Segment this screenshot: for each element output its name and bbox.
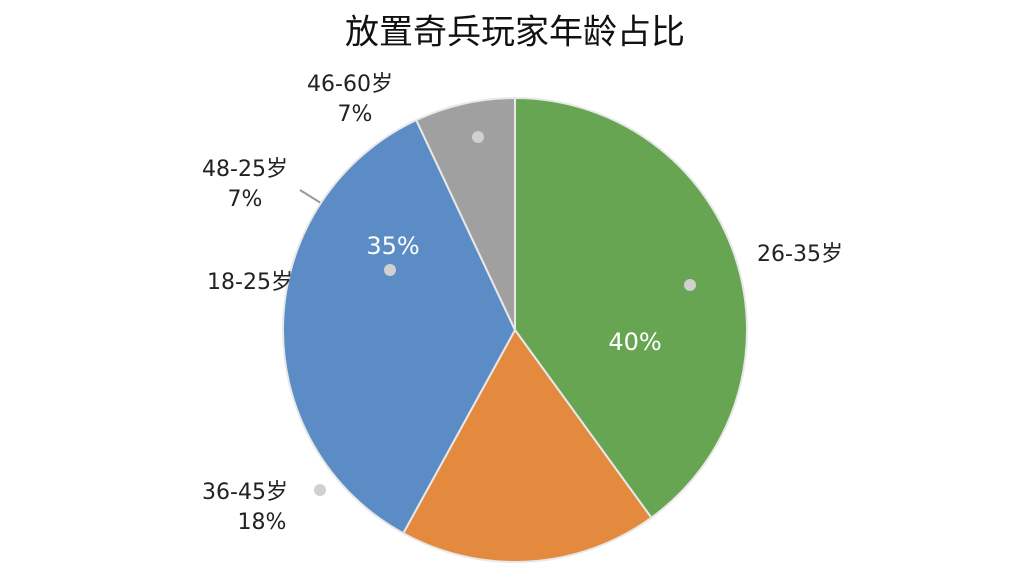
category-label: 36-45岁 (202, 480, 288, 505)
category-label: 46-60岁 (307, 72, 393, 97)
value-label: 7% (338, 102, 373, 127)
annotation-label: 7% (228, 187, 263, 212)
leader-dot (472, 131, 484, 143)
leader-dot (684, 279, 696, 291)
value-label: 35% (366, 232, 419, 260)
pie-slice (514, 96, 748, 520)
pie-slice (282, 118, 517, 535)
value-label: 40% (608, 328, 661, 356)
category-label: 18-25岁 (207, 270, 293, 295)
chart-title: 放置奇兵玩家年龄占比 (345, 13, 685, 53)
annotation-text: 48-25岁 (202, 157, 288, 182)
value-label: 18% (238, 510, 287, 535)
leader-dot (384, 264, 396, 276)
leader-dot (314, 484, 326, 496)
pie-slice (414, 96, 516, 331)
category-label: 26-35岁 (757, 242, 843, 267)
pie-slice (401, 328, 653, 563)
